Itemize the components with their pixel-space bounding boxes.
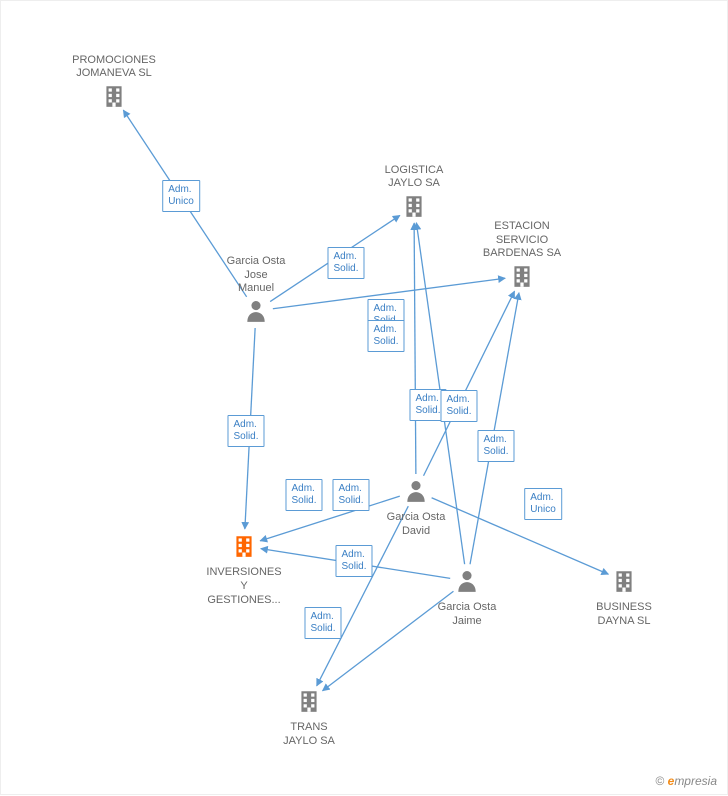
edge-line — [414, 223, 416, 474]
node-label: BUSINESSDAYNA SL — [569, 601, 679, 629]
person-icon — [403, 478, 429, 504]
node-label: Garcia OstaJaime — [412, 601, 522, 629]
edge-label: Adm.Solid. — [332, 479, 369, 511]
node-josemanuel: Garcia OstaJoseManuel — [201, 255, 311, 329]
node-icon-wrap — [569, 568, 679, 599]
person-icon — [454, 568, 480, 594]
building-icon — [401, 193, 427, 219]
building-icon — [509, 263, 535, 289]
node-icon-wrap — [361, 478, 471, 509]
building-icon — [231, 533, 257, 559]
node-icon-wrap — [189, 533, 299, 564]
node-promociones: PROMOCIONESJOMANEVA SL — [59, 54, 169, 115]
node-icon-wrap — [359, 193, 469, 224]
node-business: BUSINESSDAYNA SL — [569, 568, 679, 629]
diagram-canvas: © empresia PROMOCIONESJOMANEVA SL LOGIST… — [0, 0, 728, 795]
node-logistica: LOGISTICAJAYLO SA — [359, 164, 469, 225]
node-trans: TRANSJAYLO SA — [254, 688, 364, 749]
footer-credit: © empresia — [655, 774, 717, 788]
edge-line — [470, 293, 519, 565]
edge-label: Adm.Solid. — [335, 545, 372, 577]
node-inversiones: INVERSIONESYGESTIONES... — [189, 533, 299, 607]
person-icon — [243, 298, 269, 324]
edges-layer — [1, 1, 728, 796]
brand-rest: mpresia — [674, 774, 717, 788]
edge-label: Adm.Solid. — [227, 415, 264, 447]
node-icon-wrap — [467, 263, 577, 294]
node-david: Garcia OstaDavid — [361, 478, 471, 539]
node-icon-wrap — [201, 298, 311, 329]
node-label: Garcia OstaJoseManuel — [201, 255, 311, 296]
node-icon-wrap — [412, 568, 522, 599]
node-jaime: Garcia OstaJaime — [412, 568, 522, 629]
node-label: LOGISTICAJAYLO SA — [359, 164, 469, 192]
node-label: PROMOCIONESJOMANEVA SL — [59, 54, 169, 82]
node-label: Garcia OstaDavid — [361, 511, 471, 539]
edge-label: Adm.Solid. — [367, 320, 404, 352]
node-estacion: ESTACIONSERVICIOBARDENAS SA — [467, 220, 577, 294]
building-icon — [611, 568, 637, 594]
node-label: INVERSIONESYGESTIONES... — [189, 566, 299, 607]
edge-label: Adm.Solid. — [327, 247, 364, 279]
edge-label: Adm.Solid. — [477, 430, 514, 462]
node-icon-wrap — [59, 83, 169, 114]
edge-label: Adm.Solid. — [440, 390, 477, 422]
node-icon-wrap — [254, 688, 364, 719]
building-icon — [296, 688, 322, 714]
edge-label: Adm.Unico — [162, 180, 200, 212]
edge-label: Adm.Unico — [524, 488, 562, 520]
edge-label: Adm.Solid. — [285, 479, 322, 511]
node-label: TRANSJAYLO SA — [254, 721, 364, 749]
building-icon — [101, 83, 127, 109]
copyright-symbol: © — [655, 774, 664, 788]
edge-label: Adm.Solid. — [304, 607, 341, 639]
node-label: ESTACIONSERVICIOBARDENAS SA — [467, 220, 577, 261]
